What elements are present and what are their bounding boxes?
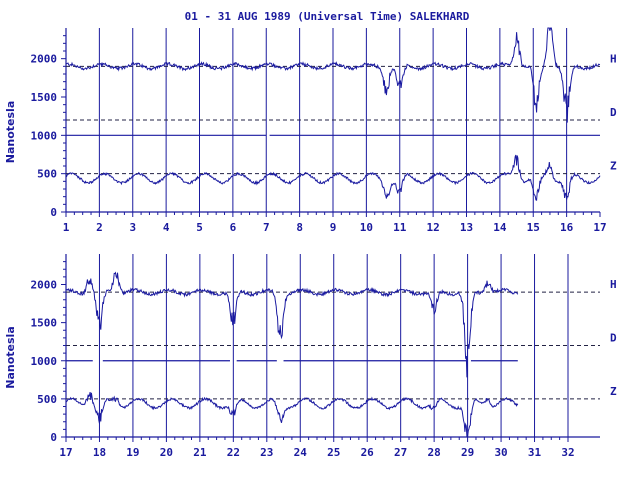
x-tick-label: 4 [163, 221, 170, 234]
series-label-D: D [610, 332, 617, 345]
x-tick-label: 17 [59, 446, 72, 459]
series-label-H: H [610, 52, 617, 65]
trace-H [65, 271, 519, 378]
x-tick-label: 9 [330, 221, 337, 234]
y-axis-label: Nanotesla [4, 101, 17, 163]
trace-Z [65, 392, 519, 438]
x-tick-label: 25 [327, 446, 340, 459]
x-tick-label: 12 [427, 221, 440, 234]
y-tick-label: 2000 [31, 279, 58, 292]
x-tick-label: 29 [461, 446, 474, 459]
x-tick-label: 10 [360, 221, 373, 234]
x-tick-label: 19 [126, 446, 139, 459]
x-tick-label: 27 [394, 446, 407, 459]
series-label-Z: Z [610, 385, 617, 398]
trace-H [65, 27, 601, 123]
x-tick-label: 24 [294, 446, 308, 459]
x-tick-label: 7 [263, 221, 270, 234]
x-tick-label: 5 [196, 221, 203, 234]
x-tick-label: 22 [227, 446, 240, 459]
x-tick-label: 30 [494, 446, 507, 459]
x-tick-label: 13 [460, 221, 473, 234]
x-tick-label: 26 [361, 446, 375, 459]
x-tick-label: 18 [93, 446, 106, 459]
x-tick-label: 8 [296, 221, 303, 234]
y-axis-label: Nanotesla [4, 326, 17, 388]
x-tick-label: 11 [393, 221, 407, 234]
x-tick-label: 16 [560, 221, 574, 234]
x-tick-label: 31 [528, 446, 542, 459]
y-tick-label: 1000 [31, 355, 58, 368]
x-tick-label: 23 [260, 446, 273, 459]
panel-2: 0 500 1000 1500 2000 Nanotesla 17 18 19 20 21 22 23 2… [4, 254, 617, 459]
chart-title: 01 - 31 AUG 1989 (Universal Time) SALEKH… [185, 10, 470, 23]
y-tick-label: 0 [50, 431, 57, 444]
y-tick-label: 1500 [31, 91, 58, 104]
y-tick-label: 2000 [31, 53, 58, 66]
y-tick-label: 1500 [31, 317, 58, 330]
x-tick-label: 2 [96, 221, 103, 234]
x-tick-label: 17 [593, 221, 606, 234]
series-label-H: H [610, 278, 617, 291]
y-tick-label: 500 [37, 393, 57, 406]
x-tick-label: 21 [193, 446, 207, 459]
y-tick-label: 1000 [31, 129, 58, 142]
x-tick-label: 6 [230, 221, 237, 234]
series-label-Z: Z [610, 160, 617, 173]
x-tick-label: 28 [428, 446, 441, 459]
x-tick-label: 15 [527, 221, 540, 234]
x-tick-label: 14 [493, 221, 507, 234]
x-tick-label: 32 [561, 446, 574, 459]
x-tick-label: 20 [160, 446, 173, 459]
x-tick-label: 1 [63, 221, 70, 234]
x-tick-label: 3 [129, 221, 136, 234]
y-tick-label: 0 [50, 206, 57, 219]
trace-Z [65, 154, 601, 201]
y-tick-label: 500 [37, 168, 57, 181]
series-label-D: D [610, 106, 617, 119]
